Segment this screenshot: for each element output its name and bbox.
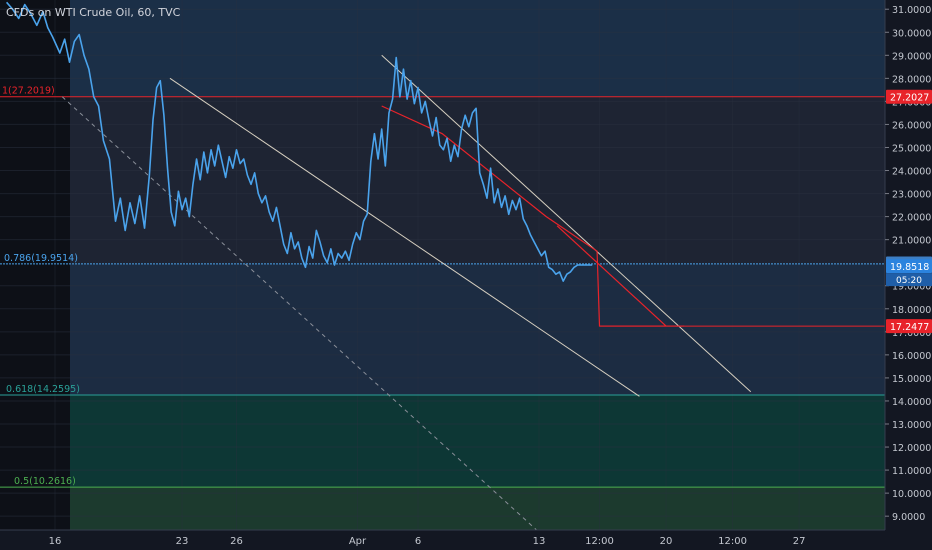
price-axis-label: 19.0000 [892, 282, 931, 293]
badge-17-2477[interactable] [886, 319, 932, 334]
badge-17-2477-text: 17.2477 [890, 322, 929, 333]
red-projection-path-2[interactable] [556, 225, 667, 327]
level-label-fib-1: 1(27.2019) [2, 86, 55, 97]
level-label-fib-0.618: 0.618(14.2595) [6, 384, 80, 395]
level-label-fib-0.786: 0.786(19.9514) [4, 253, 78, 264]
trendline-white-1[interactable] [169, 77, 640, 397]
price-axis-label: 16.0000 [892, 351, 931, 362]
symbol-title: CFDs on WTI Crude Oil, 60, TVC [6, 6, 181, 19]
time-axis-label: 27 [793, 536, 806, 547]
time-axis-label: 23 [176, 536, 189, 547]
zone-fib-0618-05 [70, 394, 885, 488]
price-axis-label: 31.0000 [892, 5, 931, 16]
price-axis-label: 23.0000 [892, 190, 931, 201]
time-axis-label: 20 [660, 536, 673, 547]
price-axis-label: 12.0000 [892, 443, 931, 454]
time-axis-label: 6 [415, 536, 421, 547]
zone-below-fib-05 [70, 487, 885, 530]
badge-27-2027-text: 27.2027 [890, 93, 929, 104]
price-axis-label: 9.0000 [892, 512, 925, 523]
price-line[interactable] [5, 1, 593, 282]
countdown-badge [886, 273, 932, 287]
price-axis-label: 17.0000 [892, 328, 931, 339]
time-axis-label: Apr [349, 536, 367, 547]
price-axis-label: 22.0000 [892, 213, 931, 224]
badge-27-2027[interactable] [886, 89, 932, 104]
trendline-white-2[interactable] [381, 54, 752, 393]
zone-above-fib-1 [70, 0, 885, 97]
level-label-fib-0.5: 0.5(10.2616) [14, 476, 76, 487]
time-axis-panel [0, 530, 932, 550]
zone-fib-0786-0618 [70, 263, 885, 395]
price-axis-label: 24.0000 [892, 167, 931, 178]
price-axis-label: 15.0000 [892, 374, 931, 385]
trendline-dashed[interactable] [61, 96, 537, 531]
badge-19-8518[interactable] [886, 259, 932, 274]
time-axis-label: 13 [533, 536, 546, 547]
countdown-text: 05:20 [896, 276, 922, 286]
time-axis-label: 26 [230, 536, 243, 547]
time-axis-label: 16 [49, 536, 62, 547]
price-axis-label: 30.0000 [892, 28, 931, 39]
pre-session-zone [0, 0, 70, 530]
time-axis-label: 12:00 [718, 536, 747, 547]
price-axis-label: 18.0000 [892, 305, 931, 316]
price-axis-label: 14.0000 [892, 397, 931, 408]
time-axis-label: 12:00 [585, 536, 614, 547]
price-axis-label: 26.0000 [892, 120, 931, 131]
price-axis-label: 21.0000 [892, 236, 931, 247]
price-axis-label: 28.0000 [892, 74, 931, 85]
price-axis-label: 11.0000 [892, 466, 931, 477]
price-axis-label: 25.0000 [892, 143, 931, 154]
price-axis-label: 13.0000 [892, 420, 931, 431]
price-axis-label: 10.0000 [892, 489, 931, 500]
badge-19-8518-text: 19.8518 [890, 262, 929, 273]
price-axis-label: 29.0000 [892, 51, 931, 62]
